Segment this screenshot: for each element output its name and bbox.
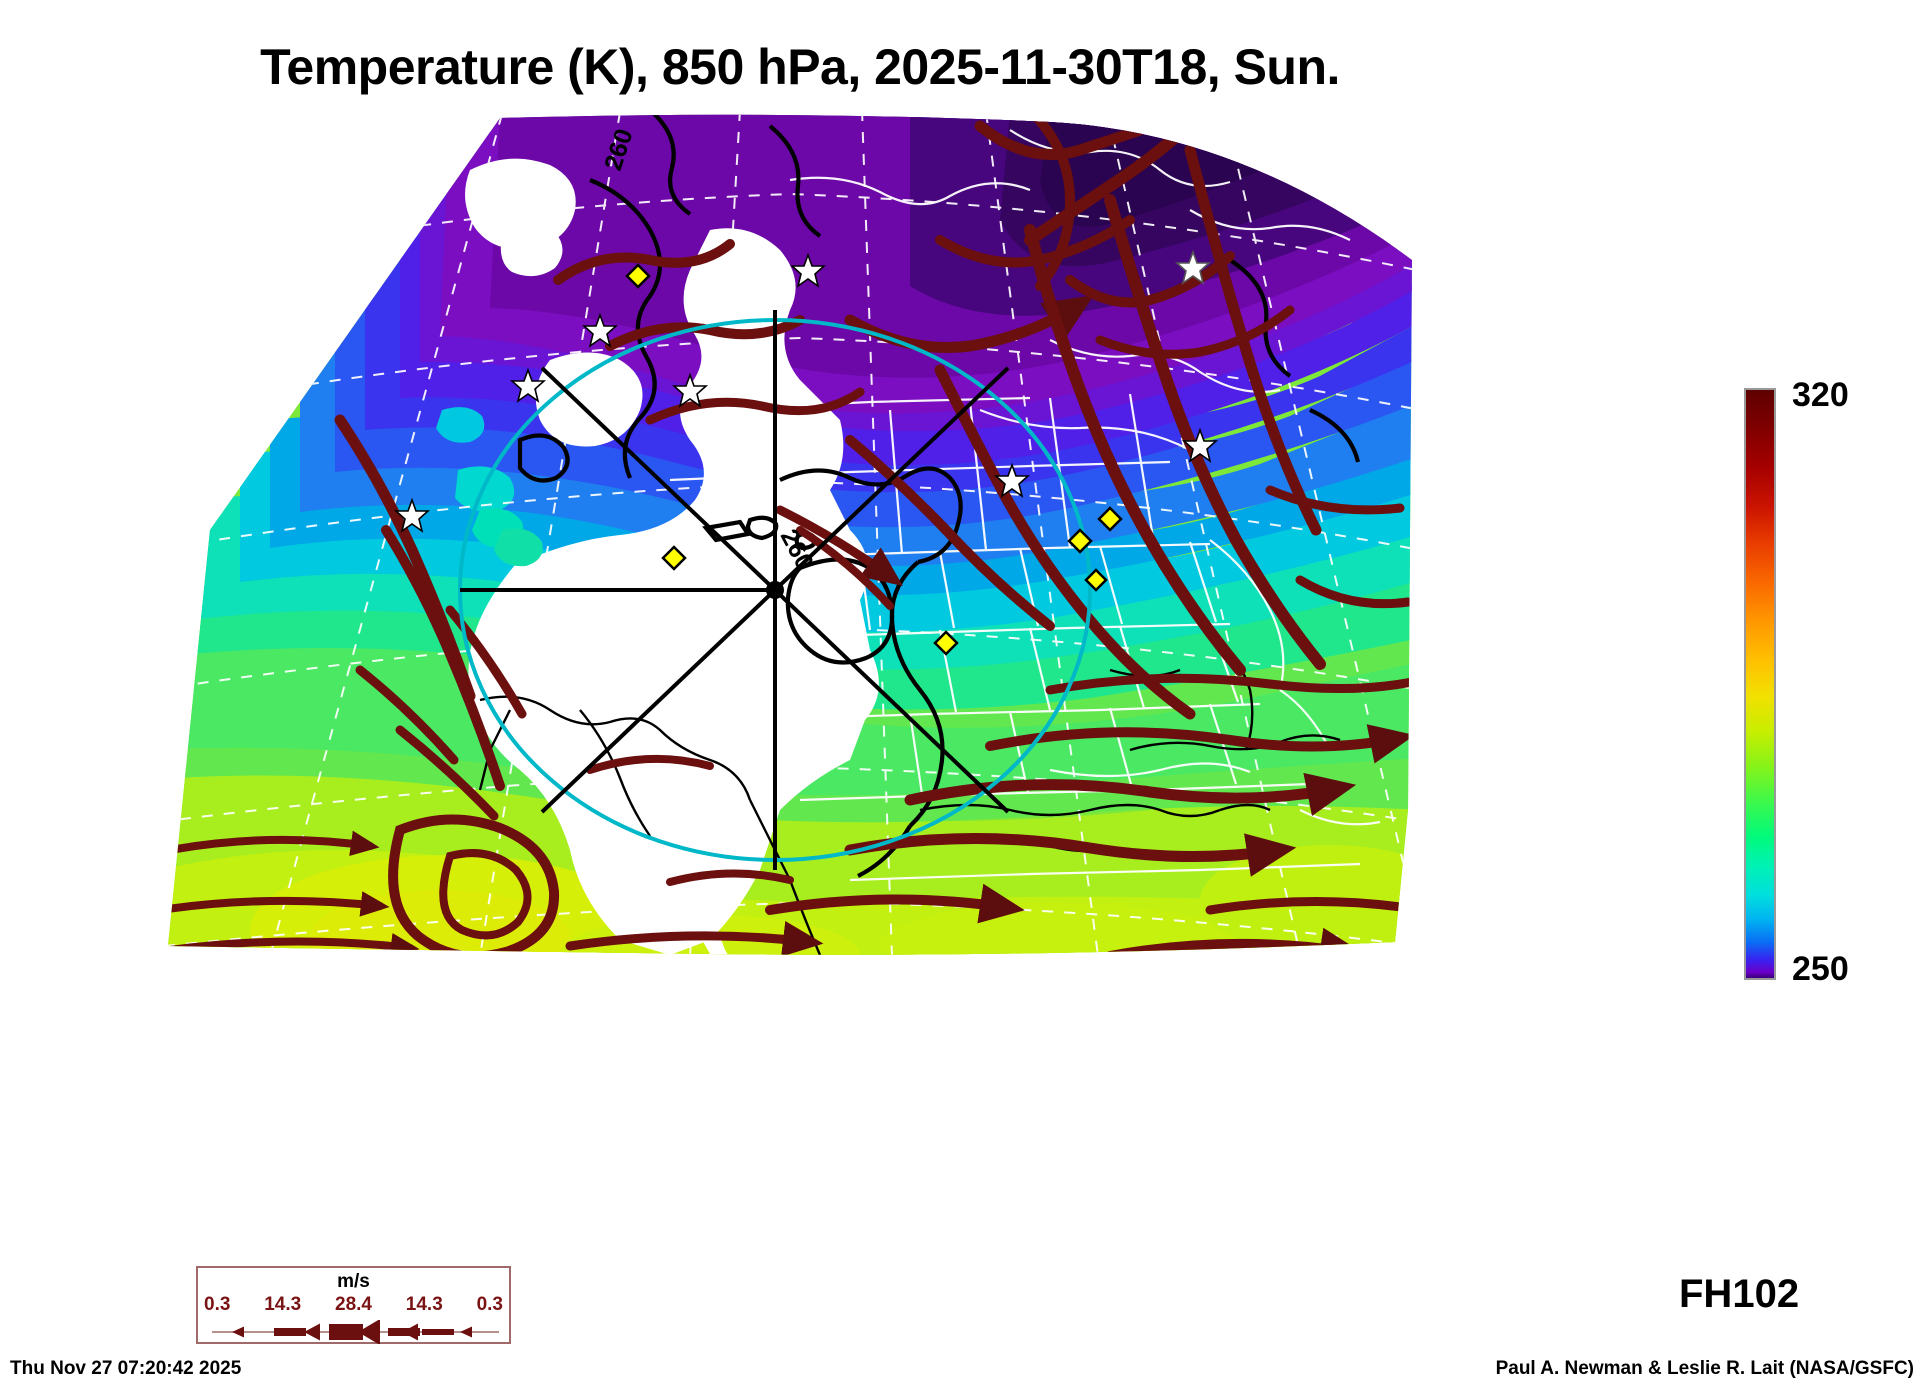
marker-diamond[interactable] xyxy=(1067,528,1093,554)
marker-diamond[interactable] xyxy=(661,545,687,571)
marker-star-open-group[interactable] xyxy=(1174,249,1212,285)
marker-star-group[interactable] xyxy=(393,252,1219,533)
wind-legend-arrows xyxy=(198,1319,509,1345)
marker-diamond[interactable] xyxy=(1084,568,1108,592)
colorbar: 320 250 xyxy=(1744,376,1924,988)
wind-speed-legend: m/s 0.3 14.3 28.4 14.3 0.3 xyxy=(196,1266,511,1345)
station-markers[interactable] xyxy=(393,249,1219,656)
marker-star[interactable] xyxy=(671,372,709,408)
wind-value-2: 28.4 xyxy=(335,1294,372,1315)
wind-legend-unit-label: m/s xyxy=(337,1271,370,1292)
marker-star-open[interactable] xyxy=(1174,249,1212,285)
forecast-hour-label: FH102 xyxy=(1679,1272,1800,1316)
page-title: Temperature (K), 850 hPa, 2025-11-30T18,… xyxy=(260,39,1340,95)
wind-value-0: 0.3 xyxy=(204,1294,231,1315)
map-canvas[interactable]: 260 260 xyxy=(150,110,1420,960)
marker-diamond-group[interactable] xyxy=(625,263,1123,656)
colorbar-max-label: 320 xyxy=(1792,376,1849,414)
marker-star[interactable] xyxy=(1181,427,1219,463)
generation-timestamp: Thu Nov 27 07:20:42 2025 xyxy=(10,1358,242,1379)
marker-star[interactable] xyxy=(509,367,547,403)
map-svg[interactable]: 260 260 xyxy=(150,110,1420,960)
marker-diamond[interactable] xyxy=(1097,506,1123,532)
colorbar-min-label: 250 xyxy=(1792,950,1849,988)
colorbar-gradient xyxy=(1744,388,1776,980)
marker-star[interactable] xyxy=(993,462,1031,498)
wind-value-1: 14.3 xyxy=(264,1294,302,1315)
marker-star[interactable] xyxy=(581,312,619,348)
marker-diamond[interactable] xyxy=(625,263,651,289)
marker-star[interactable] xyxy=(789,252,827,288)
wind-legend-values: 0.3 14.3 28.4 14.3 0.3 xyxy=(204,1294,503,1316)
wind-value-3: 14.3 xyxy=(405,1294,443,1315)
author-credit: Paul A. Newman & Leslie R. Lait (NASA/GS… xyxy=(1495,1358,1914,1379)
wind-arrow-svg xyxy=(212,1319,499,1345)
marker-diamond[interactable] xyxy=(933,630,959,656)
radial-azimuth-lines xyxy=(460,310,1010,870)
marker-star[interactable] xyxy=(393,497,431,533)
wind-value-4: 0.3 xyxy=(476,1294,503,1315)
